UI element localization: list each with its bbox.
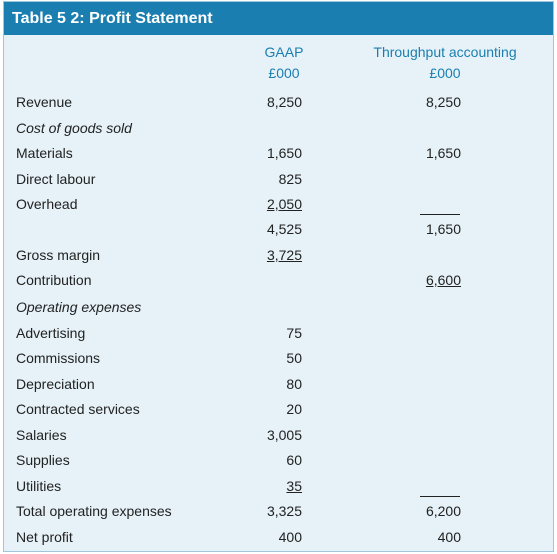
gaap-value: 8,250 xyxy=(266,94,302,110)
gaap-header-line2: £000 xyxy=(268,65,300,81)
row-label: Net profit xyxy=(16,529,73,545)
gaap-value: 60 xyxy=(286,452,302,468)
table-row: Direct labour 825 xyxy=(4,168,553,193)
table-row: Revenue 8,250 8,250 xyxy=(4,91,553,116)
gaap-column-header: GAAP £000 xyxy=(244,42,324,84)
table-row: Utilities 35 xyxy=(4,475,553,500)
table-row: Net profit 400 400 xyxy=(4,526,553,551)
table-row: 4,525 1,650 xyxy=(4,218,553,243)
gaap-value: 3,005 xyxy=(266,427,302,443)
row-label: Operating expenses xyxy=(16,299,142,315)
gaap-value: 400 xyxy=(278,529,302,545)
throughput-value: 1,650 xyxy=(425,221,461,237)
throughput-value: 400 xyxy=(437,529,461,545)
gaap-value: 75 xyxy=(286,325,302,341)
profit-statement-table: Table 5 2: Profit Statement GAAP £000 Th… xyxy=(3,1,554,552)
row-label: Contracted services xyxy=(16,401,140,417)
table-row: Operating expenses xyxy=(4,296,553,321)
table-row: Cost of goods sold xyxy=(4,117,553,142)
utilities-tp-rule xyxy=(420,496,460,497)
row-label: Contribution xyxy=(16,272,92,288)
row-label: Depreciation xyxy=(16,376,95,392)
row-label: Cost of goods sold xyxy=(16,120,132,136)
row-label: Direct labour xyxy=(16,171,96,187)
table-row: Materials 1,650 1,650 xyxy=(4,142,553,167)
gaap-value: 4,525 xyxy=(266,221,302,237)
row-label: Commissions xyxy=(16,350,101,366)
throughput-header-line2: £000 xyxy=(429,65,461,81)
gaap-value: 3,725 xyxy=(266,247,302,263)
table-row: Supplies 60 xyxy=(4,449,553,474)
gaap-value: 825 xyxy=(278,171,302,187)
row-label: Total operating expenses xyxy=(16,503,172,519)
throughput-value: 1,650 xyxy=(425,145,461,161)
row-label: Materials xyxy=(16,145,73,161)
gaap-value: 3,325 xyxy=(266,503,302,519)
table-row: Contribution 6,600 xyxy=(4,269,553,294)
table-row: Contracted services 20 xyxy=(4,398,553,423)
table-title: Table 5 2: Profit Statement xyxy=(4,2,553,35)
row-label: Advertising xyxy=(16,325,86,341)
gaap-value: 1,650 xyxy=(266,145,302,161)
row-label: Supplies xyxy=(16,452,70,468)
gaap-value: 2,050 xyxy=(266,196,302,212)
table-row: Depreciation 80 xyxy=(4,373,553,398)
throughput-value: 6,200 xyxy=(425,503,461,519)
throughput-value: 6,600 xyxy=(425,272,461,288)
gaap-value: 80 xyxy=(286,376,302,392)
gaap-header-line1: GAAP xyxy=(264,44,304,60)
gaap-value: 50 xyxy=(286,350,302,366)
table-row: Advertising 75 xyxy=(4,322,553,347)
throughput-column-header: Throughput accounting £000 xyxy=(350,42,540,84)
gaap-value: 20 xyxy=(286,401,302,417)
table-row: Salaries 3,005 xyxy=(4,424,553,449)
row-label: Overhead xyxy=(16,196,78,212)
gaap-value: 35 xyxy=(286,478,302,494)
overhead-tp-rule xyxy=(420,214,460,215)
table-row: Total operating expenses 3,325 6,200 xyxy=(4,500,553,525)
table-row: Commissions 50 xyxy=(4,347,553,372)
table-row: Overhead 2,050 xyxy=(4,193,553,218)
table-row: Gross margin 3,725 xyxy=(4,244,553,269)
row-label: Salaries xyxy=(16,427,67,443)
throughput-header-line1: Throughput accounting xyxy=(373,44,517,60)
row-label: Gross margin xyxy=(16,247,101,263)
row-label: Utilities xyxy=(16,478,62,494)
throughput-value: 8,250 xyxy=(425,94,461,110)
row-label: Revenue xyxy=(16,94,73,110)
